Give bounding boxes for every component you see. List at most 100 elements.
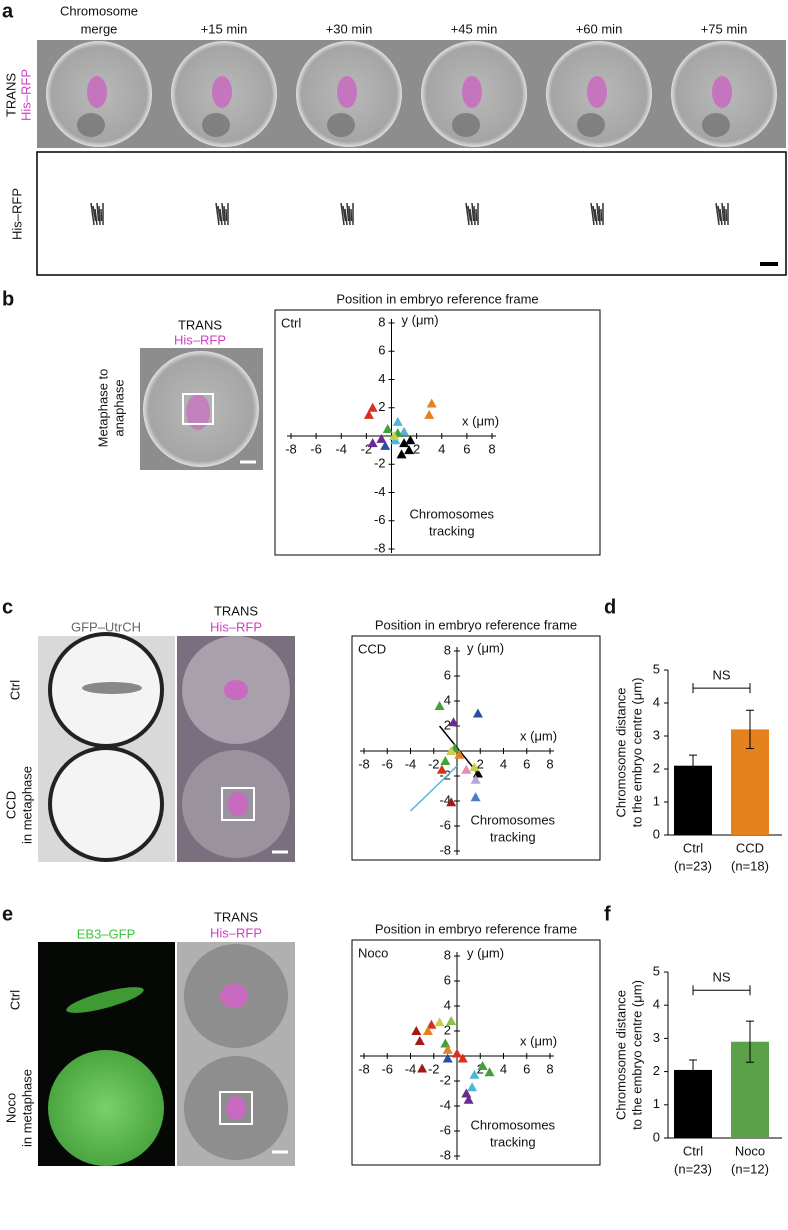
track-arrow [389,431,400,440]
n-label: (n=12) [731,1161,769,1176]
chromosomes [220,984,248,1008]
chromosome-stroke [721,202,725,222]
nucleus [327,113,355,137]
condition-label: CCD [358,641,386,656]
annotation: tracking [490,1134,536,1149]
chromosome-stroke [469,208,473,226]
column-header: merge [81,21,118,36]
track-arrow [452,1048,462,1058]
significance-label: NS [712,970,730,985]
chromosomes [186,394,210,430]
condition-label: Ctrl [281,315,301,330]
annotation: Chromosomes [471,812,556,827]
y-tick-label: 6 [444,972,451,987]
x-tick-label: -2 [361,441,373,456]
panel-letter: a [2,0,14,22]
nucleus [77,113,105,137]
row-label: anaphase [111,379,126,436]
y-tick-label: -4 [439,1097,451,1112]
chromosome-stroke [344,208,348,226]
track-arrow [426,1019,437,1029]
y-axis-label: Chromosome distance [613,687,628,817]
y-tick-label: 3 [653,727,660,742]
x-tick-label: -4 [335,441,347,456]
track-arrow [422,1026,433,1035]
track-arrow [457,1053,468,1063]
nucleus [202,113,230,137]
chromosome-stroke [592,205,597,222]
error-bar [746,1020,754,1063]
track-arrow [426,398,437,408]
chromosomes [228,792,248,816]
chromosome-stroke [594,208,598,226]
row-label: His–RFP [18,69,33,121]
track-arrow [399,426,410,436]
y-tick-label: 1 [653,793,660,808]
y-tick-label: 8 [444,642,451,657]
y-axis-label: Chromosome distance [613,990,628,1120]
row-label: Ctrl [7,680,22,700]
y-tick-label: -8 [439,842,451,857]
y-tick-label: -4 [439,792,451,807]
roi [219,1091,253,1125]
x-tick-label: -6 [381,756,393,771]
chromosome-stroke [342,205,347,222]
chromosome-stroke [590,202,595,226]
track-arrow [405,435,416,445]
track-line [438,725,479,774]
chromosome-stroke [100,208,103,222]
row-label: TRANS [3,73,18,117]
chromosome-stroke [600,208,603,222]
panel-letter: e [2,903,13,925]
y-tick-label: 4 [653,997,660,1012]
nucleus [702,113,730,137]
column-label: GFP–UtrCH [71,619,141,634]
trans-strip [37,40,786,148]
track-arrow [363,409,374,419]
track-arrow [367,402,378,412]
y-tick-label: 2 [444,1022,451,1037]
y-axis-label: to the embryo centre (μm) [629,980,644,1130]
x-axis-label: x (μm) [520,1033,557,1048]
chromosome-blob [590,202,604,226]
y-tick-label: -8 [374,540,386,555]
chromosome-stroke [471,202,475,222]
track-arrow [463,1094,474,1104]
chromosome-stroke [217,205,222,222]
panel-e-images: EB3–GFP TRANS His–RFP Ctrl Noco in metap… [3,909,295,1166]
x-tick-label: -4 [405,756,417,771]
y-tick-label: -2 [439,1072,451,1087]
chromosome-stroke [723,205,726,226]
y-tick-label: 2 [378,399,385,414]
his-strip [36,151,787,276]
panel-c-images: GFP–UtrCH TRANS His–RFP Ctrl CCD in meta… [3,603,295,862]
x-tick-label: 2 [477,756,484,771]
column-header: +75 min [701,21,748,36]
track-arrow [472,708,483,718]
error-bar [689,1059,697,1081]
track-arrow [440,756,451,765]
x-tick-label: CCD [736,840,764,855]
chromosome-stroke [92,205,97,222]
image-label: TRANS [178,317,222,332]
y-tick-label: 6 [378,343,385,358]
bar [674,1069,712,1138]
y-tick-label: 3 [653,1030,660,1045]
spindle [66,987,144,1013]
y-tick-label: 8 [378,314,385,329]
x-tick-label: -6 [381,1061,393,1076]
y-axis-label: y (μm) [467,945,504,960]
significance-label: NS [712,668,730,683]
annotation: Chromosomes [410,507,495,522]
chromosome-stroke [725,208,728,222]
y-tick-label: -2 [374,456,386,471]
x-tick-label: 6 [523,1061,530,1076]
chromosome-stroke [221,202,225,222]
y-tick-label: 0 [653,1129,660,1144]
chromosome-stroke [715,202,720,226]
track-arrow [417,1063,428,1073]
chromosome-stroke [94,208,98,226]
x-tick-label: 4 [500,756,507,771]
y-tick-label: 4 [653,694,660,709]
column-label: TRANS [214,909,258,924]
